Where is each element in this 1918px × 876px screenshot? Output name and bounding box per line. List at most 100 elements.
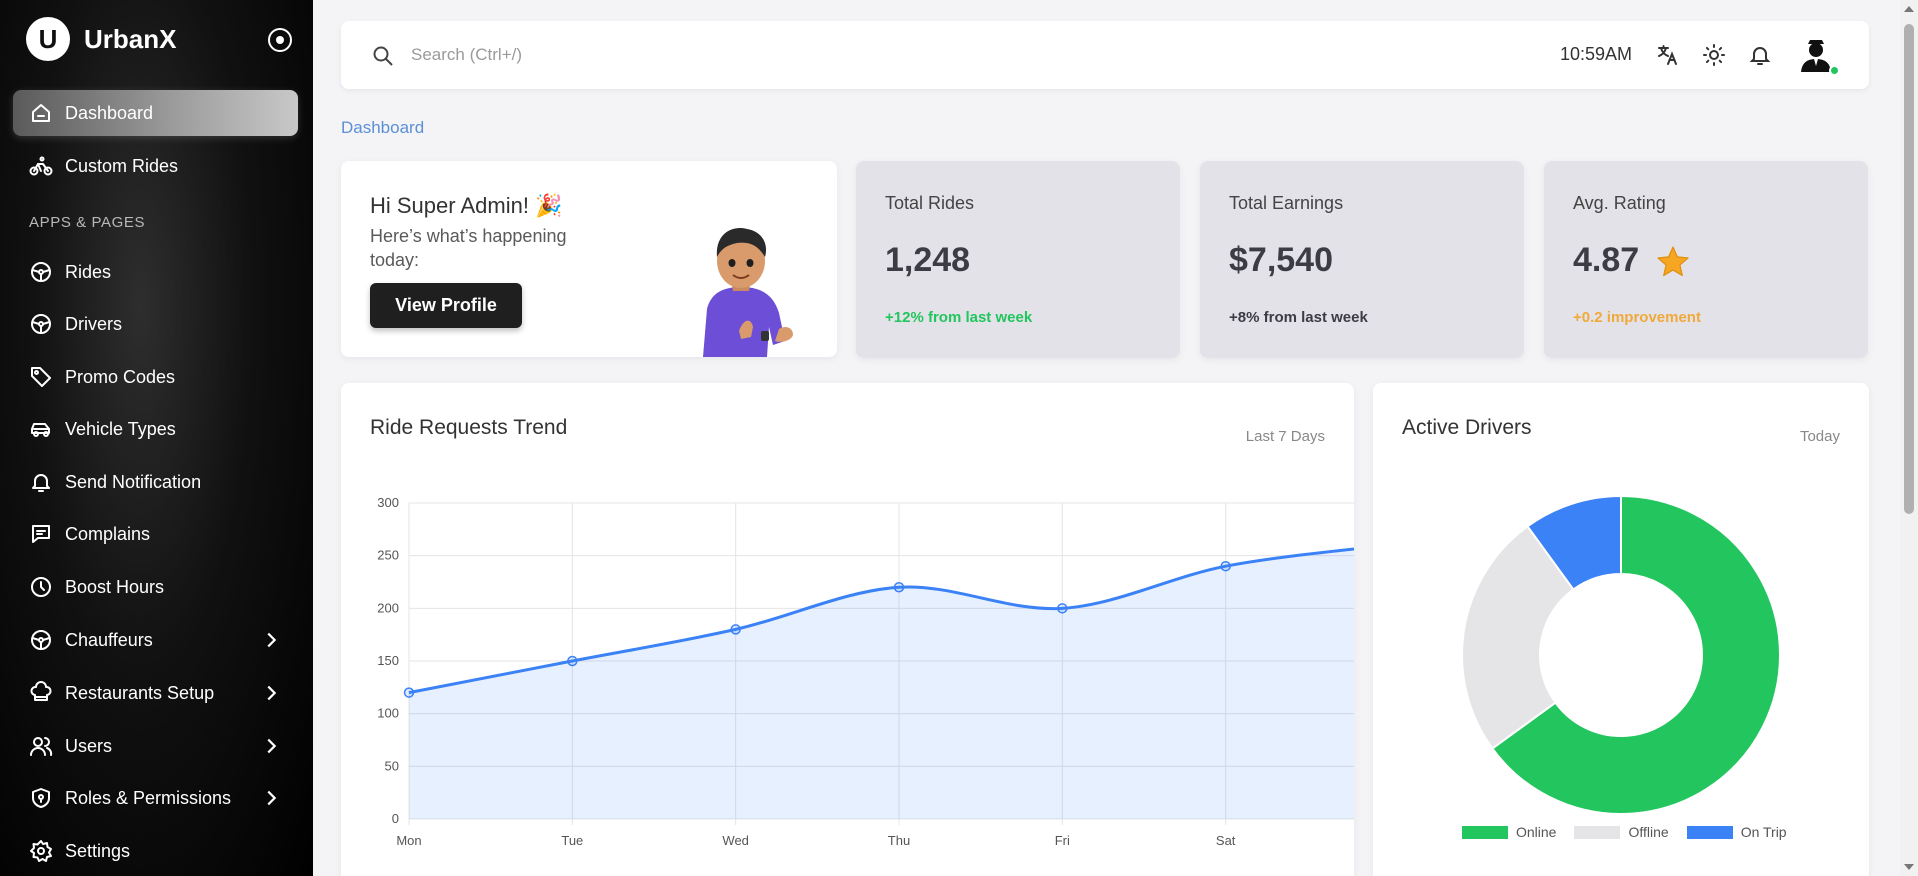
sidebar-item-label: Rides — [65, 261, 112, 282]
chart-legend: Online Offline On Trip — [1462, 824, 1805, 840]
stat-label: Avg. Rating — [1573, 193, 1666, 213]
avatar[interactable] — [1796, 34, 1840, 76]
sidebar-item-complains[interactable]: Complains — [13, 511, 298, 557]
sidebar-item-label: Send Notification — [65, 471, 202, 492]
sidebar-toggle-button[interactable] — [268, 28, 292, 52]
stat-label: Total Rides — [885, 193, 975, 213]
chevron-right-icon — [260, 787, 282, 809]
y-tick-label: 250 — [377, 548, 399, 563]
sun-icon[interactable] — [1702, 43, 1726, 67]
sidebar-item-label: Settings — [65, 840, 131, 861]
gear-icon — [29, 839, 53, 863]
stat-value: 1,248 — [885, 241, 971, 279]
brand-logo: U — [26, 17, 70, 61]
welcome-title: Hi Super Admin! 🎉 — [370, 193, 563, 218]
sidebar-item-label: Drivers — [65, 313, 122, 334]
brand[interactable]: U UrbanX — [26, 16, 176, 62]
chevron-right-icon — [260, 629, 282, 651]
stat-value-wrap: 4.87 — [1573, 241, 1691, 280]
legend-item[interactable]: Online — [1462, 824, 1556, 840]
welcome-card: Hi Super Admin! 🎉 Here’s what’s happenin… — [341, 161, 837, 357]
welcome-subtitle: Here’s what’s happening today: — [370, 226, 567, 270]
sidebar-item-label: Restaurants Setup — [65, 682, 215, 703]
sidebar-item-send-notification[interactable]: Send Notification — [13, 459, 298, 505]
home-icon — [29, 101, 53, 125]
active-drivers-card: Active Drivers Today Online Offline On Tri… — [1373, 383, 1869, 876]
y-tick-label: 0 — [392, 811, 399, 826]
shield-icon — [29, 786, 53, 810]
sidebar-item-roles-permissions[interactable]: Roles & Permissions — [13, 775, 298, 821]
data-point — [893, 582, 905, 593]
sidebar-item-boost-hours[interactable]: Boost Hours — [13, 564, 298, 610]
card-meta: Last 7 Days — [1245, 428, 1325, 445]
legend-label: Online — [1516, 824, 1557, 840]
sidebar-item-rides[interactable]: Rides — [13, 249, 298, 295]
bell-icon — [29, 470, 53, 494]
y-tick-label: 300 — [377, 495, 399, 510]
pie-slice-offline — [1461, 524, 1575, 750]
ride-requests-card: Ride Requests Trend Last 7 Days 0 50 100 15… — [341, 383, 1354, 876]
donut-chart — [1461, 494, 1781, 815]
clock-icon — [29, 575, 53, 599]
y-tick-label: 200 — [377, 600, 399, 615]
view-profile-button[interactable]: View Profile — [370, 283, 522, 328]
stat-value: 4.87 — [1573, 241, 1640, 279]
x-tick-label: Wed — [722, 833, 749, 848]
x-tick-label: Mon — [396, 833, 421, 848]
sidebar-item-settings[interactable]: Settings — [13, 828, 298, 874]
steering-wheel-icon — [29, 260, 53, 284]
sidebar-item-vehicle-types[interactable]: Vehicle Types — [13, 406, 298, 452]
sidebar-item-label: Chauffeurs — [65, 629, 153, 650]
page-scrollbar[interactable] — [1900, 0, 1918, 876]
tag-icon — [29, 365, 53, 389]
bell-icon[interactable] — [1748, 43, 1772, 67]
bike-icon — [29, 154, 53, 178]
message-icon — [29, 522, 53, 546]
card-meta: Today — [1799, 428, 1840, 445]
chevron-right-icon — [260, 682, 282, 704]
card-title: Ride Requests Trend — [370, 416, 568, 439]
scroll-down-arrow[interactable] — [1904, 864, 1914, 870]
x-tick-label: Sat — [1216, 833, 1236, 848]
car-icon — [29, 417, 53, 441]
sidebar: U UrbanX Dashboard Custom Rides APPS & P… — [0, 0, 313, 876]
data-point — [567, 655, 578, 667]
sidebar-item-label: Promo Codes — [65, 366, 176, 387]
sidebar-item-drivers[interactable]: Drivers — [13, 301, 298, 347]
sidebar-item-label: Roles & Permissions — [65, 787, 232, 808]
sidebar-item-dashboard[interactable]: Dashboard — [13, 90, 298, 136]
sidebar-item-promo-codes[interactable]: Promo Codes — [13, 354, 298, 400]
x-tick-label: Thu — [888, 833, 910, 848]
breadcrumb[interactable]: Dashboard — [341, 118, 425, 137]
legend-label: Offline — [1628, 824, 1669, 840]
sidebar-item-restaurants-setup[interactable]: Restaurants Setup — [13, 670, 298, 716]
sidebar-item-custom-rides[interactable]: Custom Rides — [13, 143, 298, 189]
translate-icon[interactable] — [1656, 43, 1680, 67]
data-point — [730, 624, 741, 635]
y-tick-label: 150 — [377, 653, 399, 668]
data-point — [1057, 603, 1068, 614]
search-icon[interactable] — [371, 44, 395, 68]
stat-note: +8% from last week — [1229, 309, 1368, 326]
scroll-thumb[interactable] — [1904, 24, 1914, 514]
brand-name: UrbanX — [84, 23, 177, 54]
y-tick-label: 50 — [385, 758, 399, 773]
series-line — [408, 547, 1354, 695]
scroll-up-arrow[interactable] — [1904, 6, 1914, 12]
online-status-dot — [1829, 65, 1840, 76]
search-input[interactable] — [411, 39, 1011, 71]
data-point — [403, 687, 415, 698]
stat-note: +0.2 improvement — [1573, 309, 1701, 326]
legend-swatch — [1574, 825, 1621, 839]
sidebar-item-chauffeurs[interactable]: Chauffeurs — [13, 617, 298, 663]
sidebar-item-label: Custom Rides — [65, 155, 179, 176]
clock: 10:59AM — [1560, 44, 1633, 64]
legend-item[interactable]: Offline — [1574, 824, 1669, 840]
series-area — [409, 549, 1354, 819]
sidebar-item-label: Complains — [65, 523, 151, 544]
star-icon — [1657, 246, 1689, 277]
sidebar-item-users[interactable]: Users — [13, 723, 298, 769]
stat-card-total-earnings: Total Earnings $7,540 +8% from last week — [1200, 161, 1524, 358]
users-icon — [29, 734, 53, 758]
legend-item[interactable]: On Trip — [1686, 824, 1787, 840]
